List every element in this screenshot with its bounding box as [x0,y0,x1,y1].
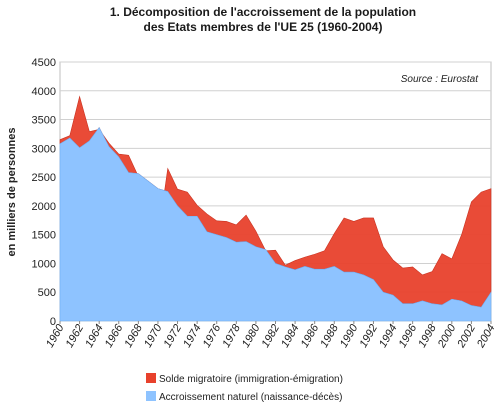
y-tick-label: 1500 [32,230,56,242]
legend-label-solde-migratoire: Solde migratoire (immigration-émigration… [159,374,343,385]
legend-label-accroissement-naturel: Accroissement naturel (naissance-décès) [159,392,342,403]
chart-title-line-2: des Etats membres de l'UE 25 (1960-2004) [144,20,383,34]
y-axis-ticks: 0 500 1000 1500 2000 2500 3000 3500 4000 4500 [32,57,56,328]
source-note: Source : Eurostat [401,74,479,85]
legend-swatch-accroissement-naturel [146,391,156,401]
legend: Solde migratoire (immigration-émigration… [146,373,343,403]
y-tick-label: 4000 [32,86,56,98]
y-tick-label: 2000 [32,201,56,213]
y-tick-label: 3000 [32,143,56,155]
y-tick-label: 3500 [32,115,56,127]
y-axis-label: en milliers de personnes [6,128,18,257]
y-tick-label: 500 [38,287,56,299]
legend-swatch-solde-migratoire [146,373,156,383]
y-tick-label: 2500 [32,172,56,184]
chart-title-line-1: 1. Décomposition de l'accroissement de l… [110,5,416,19]
y-tick-label: 0 [50,316,56,328]
y-tick-label: 4500 [32,57,56,69]
y-tick-label: 1000 [32,258,56,270]
